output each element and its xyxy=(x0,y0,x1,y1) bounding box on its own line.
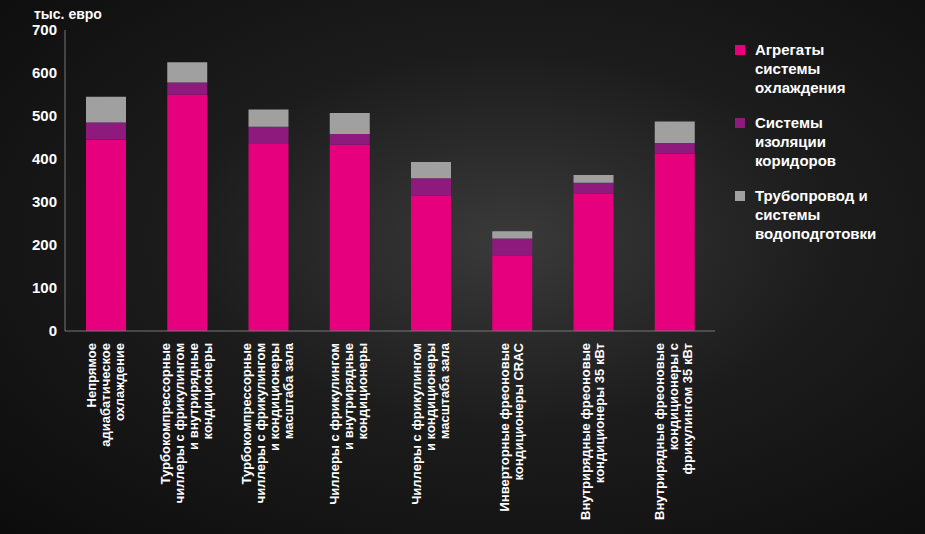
html-text:Системы: Системы xyxy=(755,114,823,131)
svg-text:0: 0 xyxy=(49,322,57,339)
html-text:изоляции: изоляции xyxy=(755,133,826,150)
html-text:охлаждения: охлаждения xyxy=(755,79,846,96)
svg-text:Чиллеры с фрикулингоми кондици: Чиллеры с фрикулингоми кондиционерымасшт… xyxy=(409,342,452,505)
svg-text:Внутрирядные фреоновыекондицио: Внутрирядные фреоновыекондиционеры 35 кВ… xyxy=(578,343,607,520)
svg-text:Турбокомпрессорныечиллеры с фр: Турбокомпрессорныечиллеры с фрикулингоми… xyxy=(158,343,215,503)
svg-text:100: 100 xyxy=(32,279,57,296)
html-text:Трубопровод и: Трубопровод и xyxy=(755,187,868,204)
svg-text:Турбокомпрессорныечиллеры с фр: Турбокомпрессорныечиллеры с фрикулингоми… xyxy=(239,342,296,503)
svg-text:Инверторные фреоновыекондицион: Инверторные фреоновыекондиционеры CRAC xyxy=(497,342,526,511)
svg-text:600: 600 xyxy=(32,64,57,81)
html-text:системы: системы xyxy=(755,60,821,77)
html-text:системы: системы xyxy=(755,206,821,223)
svg-text:200: 200 xyxy=(32,236,57,253)
svg-text:400: 400 xyxy=(32,150,57,167)
html-text:водоподготовки: водоподготовки xyxy=(755,225,877,242)
html-text:коридоров: коридоров xyxy=(755,152,837,169)
svg-text:700: 700 xyxy=(32,21,57,38)
svg-text:Непрямоеадиабатическоеохлажден: Непрямоеадиабатическоеохлаждение xyxy=(84,343,127,447)
svg-text:Чиллеры с фрикулингоми внутрир: Чиллеры с фрикулингоми внутрирядныеконди… xyxy=(327,343,370,505)
html-text:Агрегаты: Агрегаты xyxy=(755,41,825,58)
svg-text:Внутрирядные фреоновыекондицио: Внутрирядные фреоновыекондиционеры сфрик… xyxy=(652,343,695,520)
html-text:тыс. евро: тыс. евро xyxy=(34,6,102,22)
svg-text:300: 300 xyxy=(32,193,57,210)
svg-text:500: 500 xyxy=(32,107,57,124)
